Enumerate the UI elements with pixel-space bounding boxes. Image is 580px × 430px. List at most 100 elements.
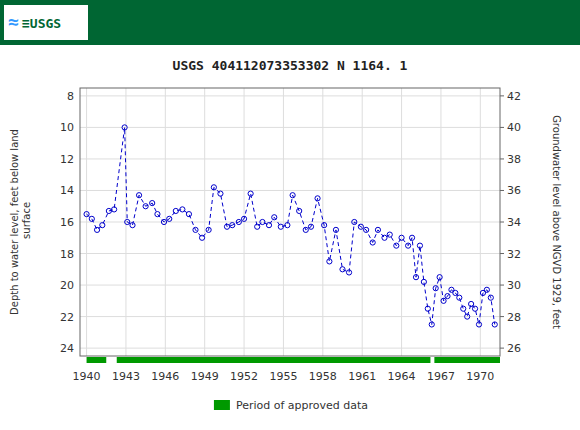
water-level-point [484, 287, 489, 292]
water-level-point [106, 208, 111, 213]
y-tick-label: 18 [60, 248, 74, 261]
plot-frame [80, 88, 500, 356]
y-tick-label: 20 [60, 279, 74, 292]
y-grid-line [80, 158, 500, 159]
water-level-point [272, 215, 277, 220]
water-level-point [429, 322, 434, 327]
water-level-point [358, 224, 363, 229]
water-level-point [469, 301, 474, 306]
y2-tick-label: 40 [507, 121, 521, 134]
x-tick-label: 1967 [427, 370, 455, 383]
water-level-point [394, 243, 399, 248]
water-level-point [199, 235, 204, 240]
header-annotation: ≈ [8, 11, 19, 32]
x-tick-label: 1952 [230, 370, 258, 383]
water-level-point [492, 322, 497, 327]
water-level-point [193, 227, 198, 232]
water-level-point [421, 279, 426, 284]
y2-tick [500, 253, 504, 254]
water-level-point [297, 208, 302, 213]
water-level-point [413, 275, 418, 280]
x-tick-label: 1940 [73, 370, 101, 383]
water-level-point [476, 322, 481, 327]
water-level-point [218, 191, 223, 196]
water-level-point [322, 223, 327, 228]
water-level-point [125, 219, 130, 224]
y-axis-label: Depth to water level, feet below land su… [9, 129, 32, 315]
header-annotation: ≡USGS [22, 16, 61, 31]
water-level-point [465, 314, 470, 319]
y2-tick [500, 222, 504, 223]
x-tick-label: 1949 [191, 370, 219, 383]
y-tick-label: 16 [60, 216, 74, 229]
y-axis-label-line: surface [21, 202, 32, 242]
y2-tick [500, 158, 504, 159]
y2-tick [500, 285, 504, 286]
water-level-point [352, 219, 357, 224]
water-level-point [278, 224, 283, 229]
x-tick-label: 1946 [151, 370, 179, 383]
water-level-point [248, 191, 253, 196]
approved-segment [117, 357, 431, 363]
water-level-point [206, 227, 211, 232]
water-level-point [445, 293, 450, 298]
water-level-point [236, 219, 241, 224]
y2-tick-label: 32 [507, 248, 521, 261]
x-tick-label: 1964 [388, 370, 416, 383]
approved-segment [434, 357, 500, 363]
water-level-point [340, 267, 345, 272]
x-tick-label: 1961 [348, 370, 376, 383]
water-level-point [89, 216, 94, 221]
y2-tick [500, 316, 504, 317]
chart: ≈≡USGS USGS 404112073353302 N 1164. 1 1940… [0, 0, 580, 430]
water-level-point [453, 290, 458, 295]
water-level-point [136, 193, 141, 198]
legend-swatch [214, 400, 230, 410]
y2-tick-label: 36 [507, 184, 521, 197]
water-level-point [425, 306, 430, 311]
water-level-point [130, 223, 135, 228]
y2-tick [500, 95, 504, 96]
grid [80, 88, 500, 356]
water-level-point [303, 227, 308, 232]
water-level-point [122, 125, 127, 130]
x-tick-label: 1958 [309, 370, 337, 383]
legend: Period of approved data [214, 399, 368, 412]
legend-label: Period of approved data [236, 399, 368, 412]
y-axis-label-line: Depth to water level, feet below land [9, 129, 20, 315]
water-level-point [409, 235, 414, 240]
plot-area [80, 88, 500, 356]
water-level-point [260, 219, 265, 224]
water-level-point [241, 216, 246, 221]
water-level-point [387, 232, 392, 237]
water-level-point [437, 275, 442, 280]
water-level-point [382, 235, 387, 240]
x-tick-label: 1943 [112, 370, 140, 383]
water-level-point [406, 243, 411, 248]
y2-tick-label: 28 [507, 311, 521, 324]
y-tick-label: 8 [67, 90, 74, 103]
y-grid-line [80, 222, 500, 223]
water-level-point [112, 207, 117, 212]
approved-segment [87, 357, 107, 363]
y2-axis-label: Groundwater level above NGVD 1929, feet [551, 115, 562, 329]
title: USGS 404112073353302 N 1164. 1 [173, 58, 408, 73]
water-level-point [167, 216, 172, 221]
water-level-point [461, 306, 466, 311]
water-level-point [327, 259, 332, 264]
water-level-point [266, 223, 271, 228]
y-grid-line [80, 127, 500, 128]
water-level-point [399, 235, 404, 240]
y-tick-label: 10 [60, 121, 74, 134]
water-level-point [472, 306, 477, 311]
y-tick-label: 22 [60, 311, 74, 324]
water-level-point [290, 193, 295, 198]
water-level-point [370, 240, 375, 245]
y2-tick-label: 30 [507, 279, 521, 292]
y2-tick-label: 38 [507, 153, 521, 166]
y-grid-line [80, 316, 500, 317]
y2-tick-label: 42 [507, 90, 521, 103]
x-tick-label: 1970 [466, 370, 494, 383]
water-level-point [364, 227, 369, 232]
water-level-point [211, 185, 216, 190]
